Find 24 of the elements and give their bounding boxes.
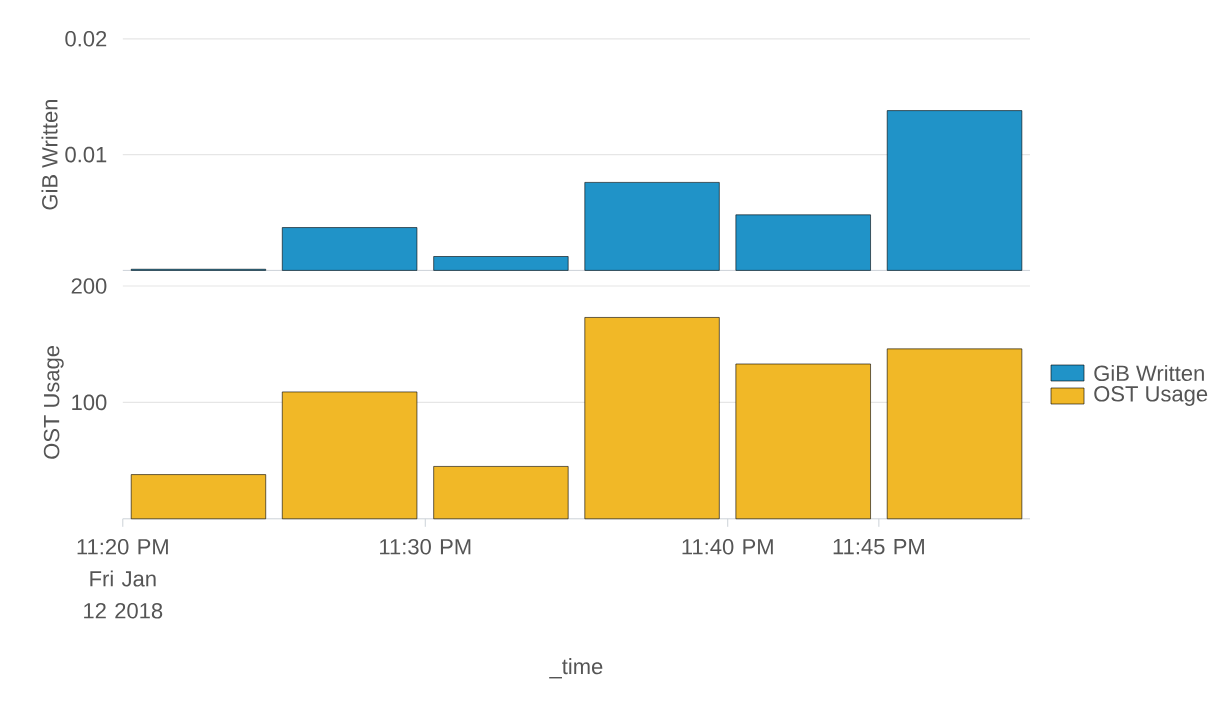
- bar: [886, 348, 1023, 520]
- bar: [735, 363, 871, 520]
- y-tick-label: 0.02: [65, 31, 107, 47]
- y-tick-label: 100: [72, 394, 107, 411]
- x-tick-label: 11:20 PM Fri Jan 12 2018: [77, 539, 168, 619]
- bar: [130, 474, 267, 520]
- y-axis-title: GiB Written: [41, 99, 58, 210]
- y-axis-title: OST Usage: [43, 345, 64, 459]
- bar: [735, 214, 871, 271]
- bar: [281, 227, 418, 271]
- y-tick-label: 200: [71, 278, 107, 294]
- bar: [433, 256, 569, 271]
- bar: [584, 317, 720, 520]
- x-tick-label: 11:45 PM: [833, 539, 924, 555]
- legend-label: GiB Written: [1094, 364, 1204, 382]
- bar: [433, 466, 569, 520]
- legend-label: OST Usage: [1094, 386, 1208, 406]
- y-tick-label: 0.01: [65, 146, 107, 163]
- x-tick-label: 11:40 PM: [682, 539, 773, 555]
- x-tick-label: 11:30 PM: [380, 539, 471, 555]
- bar: [281, 391, 418, 520]
- x-axis-title: _time: [549, 658, 603, 679]
- bar: [886, 110, 1023, 271]
- bar: [584, 182, 720, 271]
